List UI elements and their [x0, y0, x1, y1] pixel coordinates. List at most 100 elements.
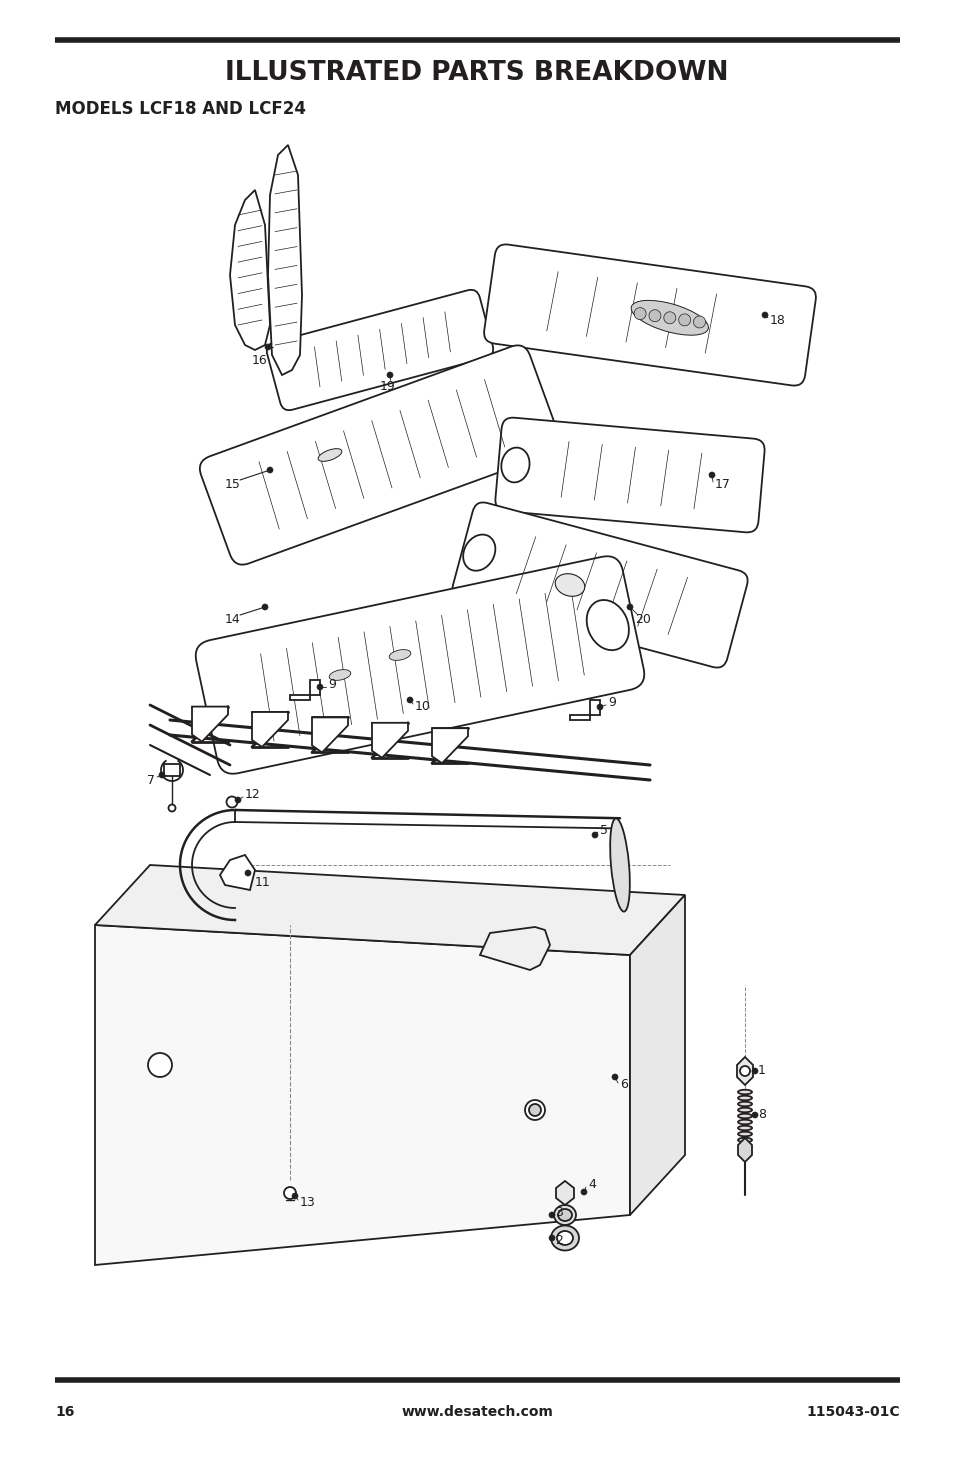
Text: 16: 16	[55, 1406, 74, 1419]
Text: 14: 14	[225, 614, 240, 627]
Ellipse shape	[610, 819, 629, 912]
Text: www.desatech.com: www.desatech.com	[400, 1406, 553, 1419]
Circle shape	[597, 704, 602, 709]
Polygon shape	[432, 729, 468, 763]
Polygon shape	[192, 707, 228, 742]
Text: 5: 5	[599, 823, 607, 836]
Polygon shape	[220, 855, 254, 889]
Polygon shape	[230, 190, 270, 350]
Text: 6: 6	[619, 1078, 627, 1092]
Polygon shape	[479, 926, 550, 971]
Circle shape	[169, 804, 175, 811]
Polygon shape	[569, 701, 599, 720]
Text: 4: 4	[587, 1179, 596, 1192]
Circle shape	[148, 1053, 172, 1077]
Circle shape	[159, 771, 165, 777]
Text: 10: 10	[415, 701, 431, 714]
Polygon shape	[312, 717, 348, 752]
Text: 16: 16	[252, 354, 268, 366]
Polygon shape	[556, 1181, 574, 1205]
Text: 11: 11	[254, 876, 271, 889]
Circle shape	[234, 796, 241, 802]
Circle shape	[407, 698, 413, 704]
Ellipse shape	[555, 574, 584, 596]
Text: 2: 2	[555, 1233, 562, 1246]
FancyBboxPatch shape	[267, 289, 493, 410]
Text: 19: 19	[379, 381, 395, 394]
Ellipse shape	[738, 1096, 751, 1100]
Circle shape	[262, 603, 268, 611]
Polygon shape	[738, 1139, 751, 1162]
Ellipse shape	[500, 447, 529, 482]
Polygon shape	[95, 925, 629, 1266]
Text: 1: 1	[758, 1063, 765, 1077]
Ellipse shape	[738, 1125, 751, 1130]
Circle shape	[626, 603, 633, 611]
Text: 115043-01C: 115043-01C	[805, 1406, 899, 1419]
Ellipse shape	[663, 311, 675, 324]
Text: 18: 18	[769, 314, 785, 326]
Ellipse shape	[389, 649, 411, 661]
Circle shape	[316, 684, 323, 690]
Polygon shape	[737, 1058, 752, 1086]
Ellipse shape	[317, 448, 341, 462]
FancyBboxPatch shape	[199, 345, 559, 565]
Polygon shape	[164, 764, 180, 776]
Circle shape	[292, 1193, 297, 1199]
Circle shape	[751, 1068, 758, 1074]
Polygon shape	[95, 864, 684, 954]
Text: MODELS LCF18 AND LCF24: MODELS LCF18 AND LCF24	[55, 100, 306, 118]
FancyBboxPatch shape	[495, 417, 764, 532]
Circle shape	[524, 1100, 544, 1120]
Polygon shape	[629, 895, 684, 1215]
Ellipse shape	[738, 1131, 751, 1136]
Circle shape	[580, 1189, 586, 1195]
Ellipse shape	[738, 1137, 751, 1142]
Text: 13: 13	[299, 1196, 315, 1210]
Circle shape	[245, 870, 251, 876]
Text: 9: 9	[328, 678, 335, 692]
Circle shape	[740, 1066, 749, 1075]
FancyBboxPatch shape	[483, 245, 815, 385]
Ellipse shape	[551, 1226, 578, 1251]
Circle shape	[265, 344, 271, 350]
Circle shape	[548, 1235, 555, 1240]
Circle shape	[267, 468, 273, 473]
Ellipse shape	[738, 1108, 751, 1112]
Ellipse shape	[557, 1232, 573, 1245]
Ellipse shape	[738, 1090, 751, 1094]
Circle shape	[529, 1103, 540, 1117]
FancyBboxPatch shape	[195, 556, 643, 774]
Text: 8: 8	[758, 1109, 765, 1121]
Ellipse shape	[738, 1102, 751, 1106]
Circle shape	[548, 1212, 555, 1218]
Ellipse shape	[738, 1114, 751, 1118]
Circle shape	[387, 372, 393, 378]
Circle shape	[284, 1187, 295, 1199]
Ellipse shape	[678, 314, 690, 326]
Ellipse shape	[634, 308, 645, 320]
Ellipse shape	[462, 534, 495, 571]
Polygon shape	[268, 145, 302, 375]
Text: 7: 7	[147, 773, 154, 786]
Polygon shape	[372, 723, 408, 758]
Ellipse shape	[693, 316, 705, 327]
Circle shape	[751, 1112, 758, 1118]
Text: 12: 12	[245, 789, 260, 801]
Text: ILLUSTRATED PARTS BREAKDOWN: ILLUSTRATED PARTS BREAKDOWN	[225, 60, 728, 86]
Circle shape	[592, 832, 598, 838]
Text: 9: 9	[607, 696, 616, 709]
Circle shape	[708, 472, 714, 478]
Ellipse shape	[586, 600, 628, 650]
Polygon shape	[252, 712, 288, 746]
Text: 20: 20	[635, 614, 650, 627]
FancyBboxPatch shape	[452, 503, 747, 668]
Circle shape	[226, 796, 237, 807]
Text: 3: 3	[555, 1207, 562, 1220]
Text: 15: 15	[225, 478, 240, 491]
Ellipse shape	[631, 301, 708, 335]
Polygon shape	[290, 680, 319, 701]
Ellipse shape	[554, 1205, 576, 1226]
Ellipse shape	[738, 1120, 751, 1124]
Circle shape	[761, 313, 767, 319]
